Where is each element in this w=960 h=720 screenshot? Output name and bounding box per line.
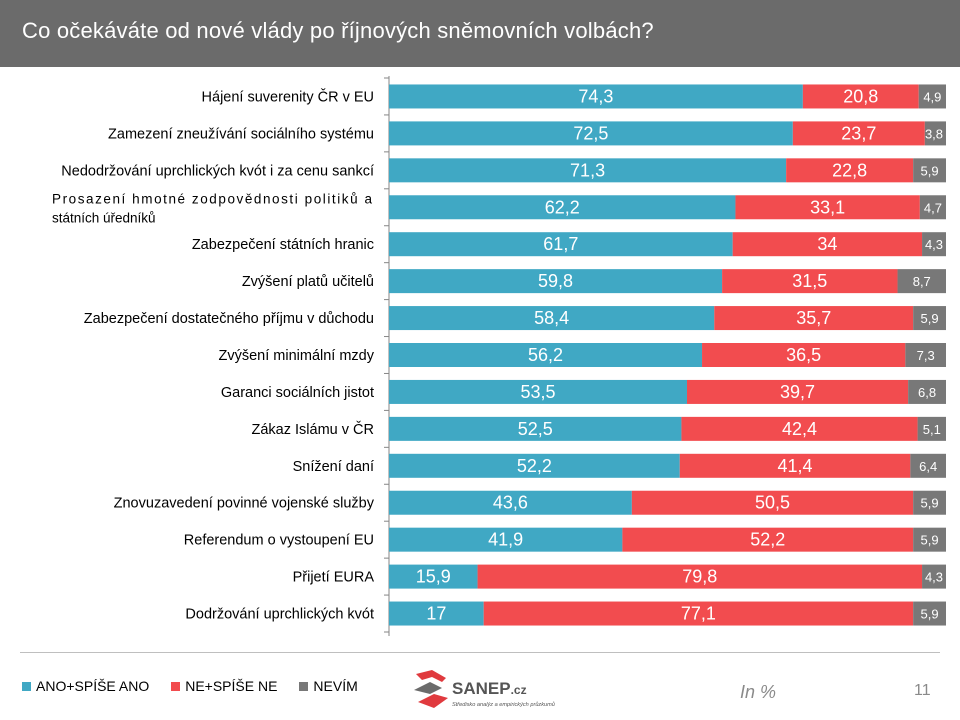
value-label-dontknow: 4,7	[924, 200, 942, 215]
value-label-yes: 53,5	[520, 382, 555, 402]
legend-label-yes: ANO+SPÍŠE ANO	[36, 678, 149, 694]
category-label: Dodržování uprchlických kvót	[185, 607, 374, 623]
category-label: Zamezení zneužívání sociálního systému	[108, 126, 374, 142]
value-label-dontknow: 5,9	[921, 311, 939, 326]
slide-header: Co očekáváte od nové vlády po říjnových …	[0, 0, 960, 67]
value-label-dontknow: 4,3	[925, 237, 943, 252]
category-label: Snížení daní	[293, 459, 374, 475]
value-label-yes: 71,3	[570, 160, 605, 180]
value-label-no: 34	[817, 234, 837, 254]
value-label-yes: 17	[426, 604, 446, 624]
page-title: Co očekáváte od nové vlády po říjnových …	[22, 18, 654, 44]
value-label-yes: 62,2	[545, 197, 580, 217]
value-label-dontknow: 5,9	[921, 607, 939, 622]
value-label-yes: 52,2	[517, 456, 552, 476]
category-label: Zabezpečení státních hranic	[192, 237, 374, 253]
legend-swatch-no	[171, 682, 180, 691]
legend-item-yes: ANO+SPÍŠE ANO	[22, 678, 149, 694]
value-label-no: 50,5	[755, 493, 790, 513]
value-label-no: 20,8	[843, 86, 878, 106]
category-label: Přijetí EURA	[293, 570, 375, 586]
logo-tagline: Středisko analýz a empirických průzkumů	[452, 701, 555, 708]
footer-divider	[20, 652, 940, 653]
category-label: Nedodržování uprchlických kvót i za cenu…	[61, 163, 374, 179]
page-number: 11	[914, 682, 931, 700]
value-label-dontknow: 5,1	[923, 422, 941, 437]
logo-brand: SANEP	[452, 679, 511, 698]
value-label-no: 79,8	[682, 567, 717, 587]
value-label-dontknow: 4,3	[925, 570, 943, 585]
value-label-dontknow: 5,9	[921, 496, 939, 511]
value-label-no: 23,7	[841, 123, 876, 143]
stacked-bar-chart: 74,3 20,8 4,9 Hájení suverenity ČR v EU 72,5…	[0, 67, 960, 652]
value-label-dontknow: 6,4	[919, 459, 937, 474]
value-label-no: 41,4	[778, 456, 813, 476]
value-label-dontknow: 5,9	[921, 533, 939, 548]
unit-label: In %	[740, 682, 776, 703]
value-label-no: 39,7	[780, 382, 815, 402]
category-label: Zvýšení platů učitelů	[242, 274, 374, 290]
value-label-yes: 43,6	[493, 493, 528, 513]
value-label-yes: 15,9	[416, 567, 451, 587]
logo-mark-icon	[416, 670, 446, 682]
category-label: Prosazení hmotné zodpovědnosti politiků …	[52, 191, 372, 225]
category-label: Garanci sociálních jistot	[221, 385, 374, 401]
value-label-yes: 52,5	[518, 419, 553, 439]
category-label: Zabezpečení dostatečného příjmu v důchod…	[84, 311, 374, 327]
value-label-yes: 41,9	[488, 530, 523, 550]
value-label-no: 31,5	[792, 271, 827, 291]
legend-label-dontknow: NEVÍM	[313, 678, 357, 694]
value-label-dontknow: 8,7	[913, 274, 931, 289]
category-label: Referendum o vystoupení EU	[184, 533, 374, 549]
legend: ANO+SPÍŠE ANO NE+SPÍŠE NE NEVÍM	[22, 678, 380, 694]
value-label-dontknow: 4,9	[923, 89, 941, 104]
value-label-no: 52,2	[750, 530, 785, 550]
sanep-logo: SANEP.cz Středisko analýz a empirických …	[412, 668, 562, 712]
value-label-no: 35,7	[796, 308, 831, 328]
legend-item-dontknow: NEVÍM	[299, 678, 357, 694]
value-label-dontknow: 3,8	[925, 126, 943, 141]
legend-item-no: NE+SPÍŠE NE	[171, 678, 277, 694]
value-label-dontknow: 6,8	[918, 385, 936, 400]
legend-swatch-dontknow	[299, 682, 308, 691]
category-label: Zvýšení minimální mzdy	[218, 348, 374, 364]
svg-text:SANEP.cz: SANEP.cz	[452, 679, 527, 698]
category-label: Zákaz Islámu v ČR	[252, 421, 374, 438]
value-label-no: 42,4	[782, 419, 817, 439]
logo-suffix: .cz	[511, 683, 527, 697]
value-label-yes: 56,2	[528, 345, 563, 365]
value-label-yes: 58,4	[534, 308, 569, 328]
value-label-yes: 61,7	[543, 234, 578, 254]
category-label: Znovuzavedení povinné vojenské služby	[114, 496, 375, 512]
value-label-yes: 59,8	[538, 271, 573, 291]
value-label-dontknow: 7,3	[917, 348, 935, 363]
legend-label-no: NE+SPÍŠE NE	[185, 678, 277, 694]
value-label-no: 36,5	[786, 345, 821, 365]
category-label: Hájení suverenity ČR v EU	[202, 88, 374, 105]
value-label-no: 22,8	[832, 160, 867, 180]
value-label-dontknow: 5,9	[921, 163, 939, 178]
value-label-no: 33,1	[810, 197, 845, 217]
legend-swatch-yes	[22, 682, 31, 691]
value-label-yes: 74,3	[578, 86, 613, 106]
value-label-no: 77,1	[681, 604, 716, 624]
value-label-yes: 72,5	[573, 123, 608, 143]
